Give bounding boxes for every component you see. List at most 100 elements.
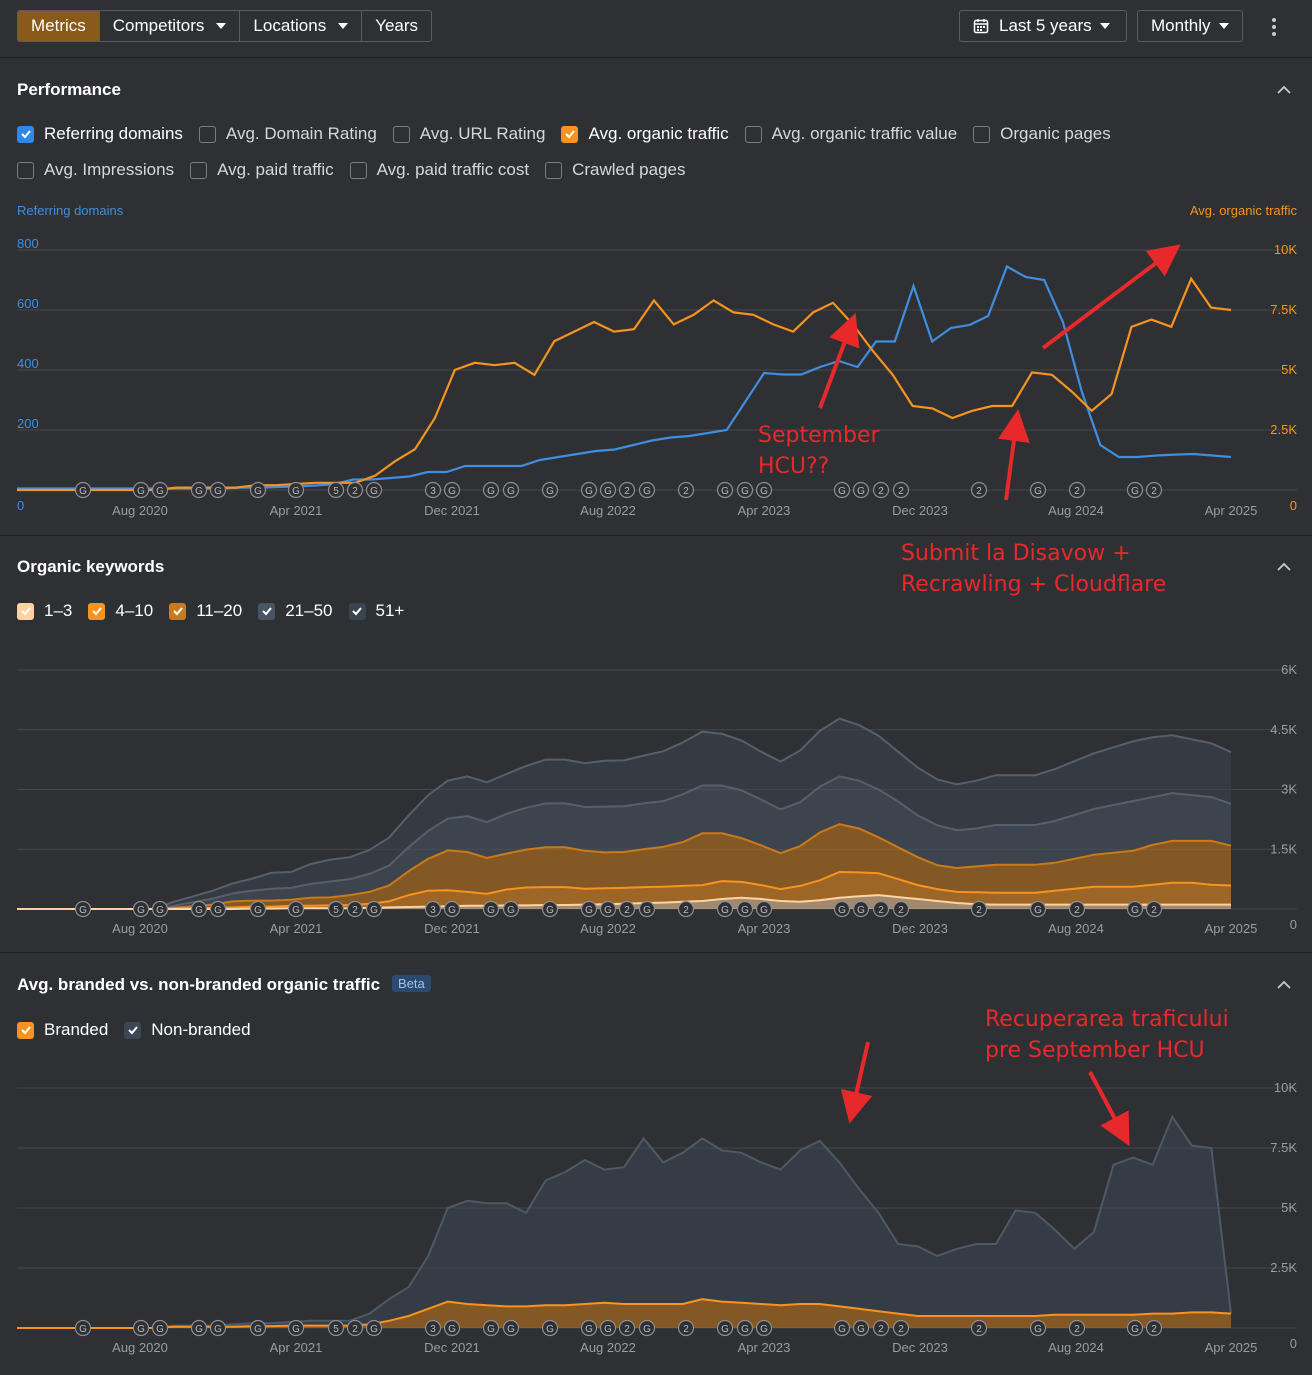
google-update-marker-label: G — [838, 486, 846, 497]
google-update-marker — [190, 481, 208, 499]
google-update-marker-label: G — [292, 905, 300, 916]
section-divider — [0, 535, 1312, 536]
arrow-disavow — [998, 409, 1030, 501]
google-update-marker — [443, 900, 461, 918]
more-options-icon[interactable] — [1262, 14, 1286, 40]
google-update-marker — [852, 481, 870, 499]
google-update-marker — [1068, 481, 1086, 499]
x-tick-label: Aug 2020 — [112, 921, 168, 936]
x-tick-label: Aug 2022 — [580, 503, 636, 518]
google-update-marker — [677, 481, 695, 499]
left-tick-label: 400 — [17, 356, 39, 371]
area-51 — [17, 718, 1231, 909]
google-update-marker-label: 2 — [624, 486, 630, 497]
checkbox-avg-url-rating[interactable]: Avg. URL Rating — [392, 124, 545, 144]
collapse-performance-icon[interactable] — [1276, 85, 1292, 95]
x-tick-label: Dec 2021 — [424, 1340, 480, 1355]
keyword-positions-row: 1–3 4–10 11–20 21–50 51+ — [17, 601, 420, 621]
x-tick-label: Aug 2022 — [580, 921, 636, 936]
google-update-marker-label: G — [604, 905, 612, 916]
checkbox-4-10[interactable]: 4–10 — [88, 601, 153, 621]
google-update-marker-label: G — [760, 905, 768, 916]
google-update-marker — [209, 900, 227, 918]
google-update-marker — [833, 1319, 851, 1337]
collapse-keywords-icon[interactable] — [1276, 562, 1292, 572]
y-tick-label: 1.5K — [1270, 841, 1297, 856]
google-update-marker — [327, 900, 345, 918]
checkbox-non-branded[interactable]: Non-branded — [124, 1020, 251, 1040]
tab-metrics[interactable]: Metrics — [18, 11, 100, 41]
google-update-marker — [872, 1319, 890, 1337]
checkbox-branded[interactable]: Branded — [17, 1020, 108, 1040]
google-update-marker-label: G — [156, 905, 164, 916]
collapse-branded-icon[interactable] — [1276, 980, 1292, 990]
google-update-marker-label: G — [137, 486, 145, 497]
google-update-marker — [833, 900, 851, 918]
google-update-marker-label: 2 — [683, 486, 689, 497]
tab-years[interactable]: Years — [375, 16, 419, 35]
x-tick-label: Apr 2023 — [738, 503, 791, 518]
arrow-hcu — [818, 313, 860, 409]
google-update-marker-label: G — [254, 486, 262, 497]
checkbox-avg-organic-traffic-value[interactable]: Avg. organic traffic value — [744, 124, 957, 144]
tab-locations[interactable]: Locations — [240, 11, 363, 41]
left-tick-label: 800 — [17, 236, 39, 251]
x-tick-label: Apr 2023 — [738, 1340, 791, 1355]
x-tick-label: Apr 2023 — [738, 921, 791, 936]
checkbox-avg-domain-rating[interactable]: Avg. Domain Rating — [198, 124, 377, 144]
google-update-marker-label: 2 — [898, 1324, 904, 1335]
google-update-marker-label: G — [604, 1324, 612, 1335]
series-51 — [17, 717, 1232, 910]
google-update-marker-label: 2 — [1074, 905, 1080, 916]
checkbox-empty-icon — [17, 161, 34, 179]
google-update-marker-label: G — [254, 905, 262, 916]
google-update-marker — [190, 1319, 208, 1337]
checkbox-avg-paid-traffic-cost[interactable]: Avg. paid traffic cost — [349, 160, 529, 180]
annotation-disavow: Submit la Disavow + Recrawling + Cloudfl… — [901, 541, 1167, 597]
checkbox-11-20[interactable]: 11–20 — [169, 601, 242, 621]
checkbox-avg-organic-traffic[interactable]: Avg. organic traffic — [561, 124, 729, 144]
google-update-marker — [1126, 481, 1144, 499]
google-update-marker-label: G — [214, 486, 222, 497]
x-tick-label: Apr 2025 — [1205, 503, 1258, 518]
google-update-marker — [736, 1319, 754, 1337]
google-update-marker-label: 2 — [976, 486, 982, 497]
google-update-marker — [892, 1319, 910, 1337]
checkbox-avg-impressions[interactable]: Avg. Impressions — [17, 160, 174, 180]
beta-badge: Beta — [392, 975, 431, 992]
google-update-marker-label: G — [137, 905, 145, 916]
checkbox-organic-pages[interactable]: Organic pages — [973, 124, 1111, 144]
x-tick-label: Apr 2025 — [1205, 921, 1258, 936]
google-update-marker-label: G — [1131, 486, 1139, 497]
checkbox-referring-domains[interactable]: Referring domains — [17, 124, 183, 144]
checkbox-21-50[interactable]: 21–50 — [258, 601, 333, 621]
google-update-marker-label: G — [156, 1324, 164, 1335]
x-tick-label: Aug 2022 — [580, 1340, 636, 1355]
chevron-down-icon — [216, 23, 227, 29]
google-update-marker — [618, 900, 636, 918]
annotation-recovery: Recuperarea traficului pre September HCU — [985, 1007, 1229, 1063]
date-range-button[interactable]: Last 5 years — [959, 10, 1127, 42]
checkbox-empty-icon — [190, 161, 208, 179]
google-update-marker-label: 2 — [624, 1324, 630, 1335]
checkbox-avg-paid-traffic[interactable]: Avg. paid traffic — [190, 160, 334, 180]
google-update-marker-label: G — [214, 905, 222, 916]
interval-button[interactable]: Monthly — [1137, 10, 1243, 42]
google-update-marker — [132, 1319, 150, 1337]
checkbox-51[interactable]: 51+ — [348, 601, 404, 621]
google-update-marker — [872, 481, 890, 499]
google-update-marker — [1145, 1319, 1163, 1337]
checkbox-crawled-pages[interactable]: Crawled pages — [545, 160, 686, 180]
organic-keywords-title: Organic keywords — [17, 557, 165, 576]
google-update-marker-label: G — [1034, 486, 1042, 497]
google-update-marker-label: 2 — [683, 905, 689, 916]
tab-competitors[interactable]: Competitors — [100, 11, 241, 41]
branded-title: Avg. branded vs. non-branded organic tra… — [17, 975, 431, 995]
google-update-marker — [716, 900, 734, 918]
y-tick-label: 2.5K — [1270, 422, 1297, 437]
google-update-marker — [970, 900, 988, 918]
checkbox-1-3[interactable]: 1–3 — [17, 601, 72, 621]
google-update-marker — [599, 481, 617, 499]
google-update-marker-label: G — [721, 905, 729, 916]
google-update-marker-label: G — [214, 1324, 222, 1335]
